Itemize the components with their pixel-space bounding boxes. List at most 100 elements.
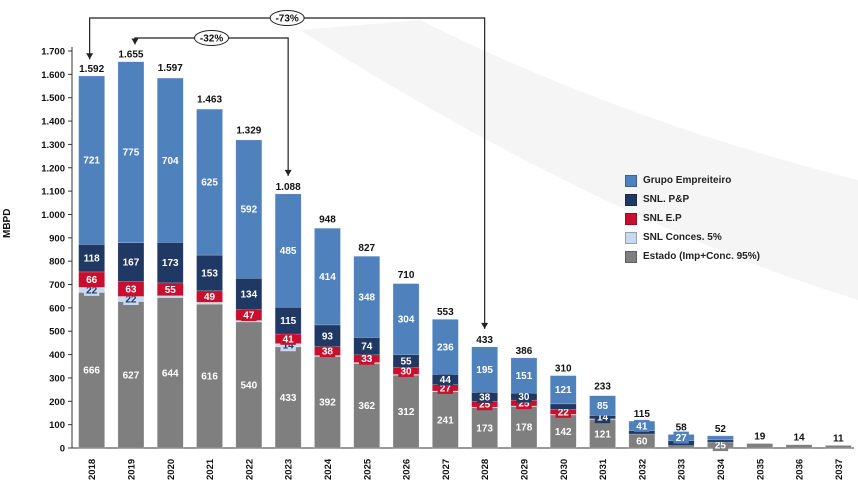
data-label: 118: [84, 254, 101, 265]
data-label: 55: [165, 285, 177, 296]
bar-segment: [235, 139, 263, 279]
data-label: 167: [123, 258, 140, 269]
x-tick-label: 2029: [519, 459, 530, 480]
y-tick-label: 1.100: [41, 187, 65, 198]
x-tick-label: 2026: [402, 459, 413, 480]
data-label: 704: [162, 156, 179, 167]
x-tick-label: 2018: [87, 459, 98, 480]
data-label: 121: [594, 429, 611, 440]
y-tick-label: 600: [49, 303, 65, 314]
bar-segment: [78, 292, 105, 449]
data-label: 30: [518, 392, 530, 403]
y-tick-label: 1.600: [41, 70, 65, 81]
bar-total-label: 386: [516, 346, 533, 357]
bar-segment: [550, 375, 577, 405]
bar-segment: [157, 242, 184, 284]
y-tick-label: 1.700: [41, 47, 65, 58]
data-label: 41: [636, 421, 648, 432]
legend-label: SNL E.P: [643, 213, 682, 224]
data-label: 25: [715, 441, 727, 452]
annotation-arrowhead: [284, 169, 292, 176]
legend-label: Estado (Imp+Conc. 95%): [643, 251, 760, 262]
legend-label: SNL. P&P: [643, 194, 690, 205]
bar-total-label: 115: [634, 409, 651, 420]
y-tick-label: 800: [49, 257, 65, 268]
y-axis-label: MBPD: [2, 208, 13, 238]
data-label: 38: [479, 392, 491, 403]
bar-segment: [392, 283, 420, 355]
data-label: 38: [322, 347, 334, 358]
data-label: 30: [400, 366, 412, 377]
data-label: 362: [358, 401, 375, 412]
data-label: 14: [597, 413, 609, 424]
bar-segment: [667, 445, 695, 449]
data-label-box: [476, 390, 493, 403]
data-label: 44: [440, 375, 452, 386]
bar-total-label: 433: [476, 335, 493, 346]
data-label-box: [634, 419, 650, 432]
bar-total-label: 11: [833, 433, 844, 444]
legend-swatch: [625, 212, 637, 225]
data-label: 142: [555, 427, 572, 438]
bar-segment: [274, 193, 302, 308]
data-label: 85: [597, 401, 609, 412]
bar-segment: [314, 227, 341, 326]
data-label: 592: [241, 205, 258, 216]
data-label-box: [280, 332, 296, 345]
bar-segment: [353, 363, 380, 449]
annotation-badge: [269, 10, 305, 26]
legend-item: Estado (Imp+Conc. 95%): [625, 247, 760, 266]
y-tick-label: 100: [49, 420, 65, 431]
bar-segment: [392, 374, 420, 449]
bar-segment: [353, 256, 380, 338]
bar-segment: [707, 439, 734, 443]
data-label: 134: [241, 289, 258, 300]
background-swoosh: [300, 20, 858, 300]
bar-total-label: 553: [437, 307, 454, 318]
legend-label: SNL Conces. 5%: [643, 232, 722, 243]
bar-segment: [117, 301, 145, 449]
bar-segment: [707, 435, 734, 441]
x-tick-label: 2025: [362, 458, 373, 480]
bar-total-label: 310: [555, 364, 572, 375]
data-label-box: [319, 345, 336, 358]
bar-segment: [471, 407, 498, 449]
data-label-box: [241, 309, 257, 322]
data-label: 27: [676, 433, 688, 444]
data-label: 775: [123, 148, 140, 159]
annotation-label: -73%: [275, 14, 298, 25]
data-label: 627: [123, 370, 140, 381]
data-label: 33: [361, 354, 373, 365]
bar-segment: [432, 391, 459, 449]
y-tick-label: 400: [49, 350, 65, 361]
x-tick-label: 2022: [244, 459, 255, 480]
y-tick-label: 900: [49, 233, 65, 244]
data-label: 22: [125, 295, 137, 306]
data-label: 195: [476, 365, 493, 376]
bar-segment: [550, 403, 577, 410]
bar-segment: [825, 445, 852, 449]
legend-swatch: [625, 193, 637, 206]
bar-segment: [589, 395, 616, 416]
bar-segment: [471, 346, 498, 393]
bar-total-label: 827: [358, 243, 375, 254]
bar-total-label: 19: [754, 432, 766, 443]
y-tick-label: 500: [49, 327, 65, 338]
bar-segment: [157, 297, 184, 449]
y-tick-label: 1.000: [41, 210, 65, 221]
legend-swatch: [625, 231, 637, 244]
data-label: 63: [125, 285, 137, 296]
data-label: 22: [558, 407, 570, 418]
data-label: 625: [201, 178, 218, 189]
annotation-badge: [194, 30, 230, 46]
data-label: 151: [516, 371, 533, 382]
legend-item: SNL E.P: [625, 209, 760, 228]
data-label: 721: [83, 156, 100, 167]
data-label: 121: [555, 385, 572, 396]
data-label: 485: [280, 246, 297, 257]
data-label: 241: [437, 415, 454, 426]
x-tick-label: 2028: [480, 459, 491, 480]
bar-total-label: 1.088: [276, 182, 301, 193]
